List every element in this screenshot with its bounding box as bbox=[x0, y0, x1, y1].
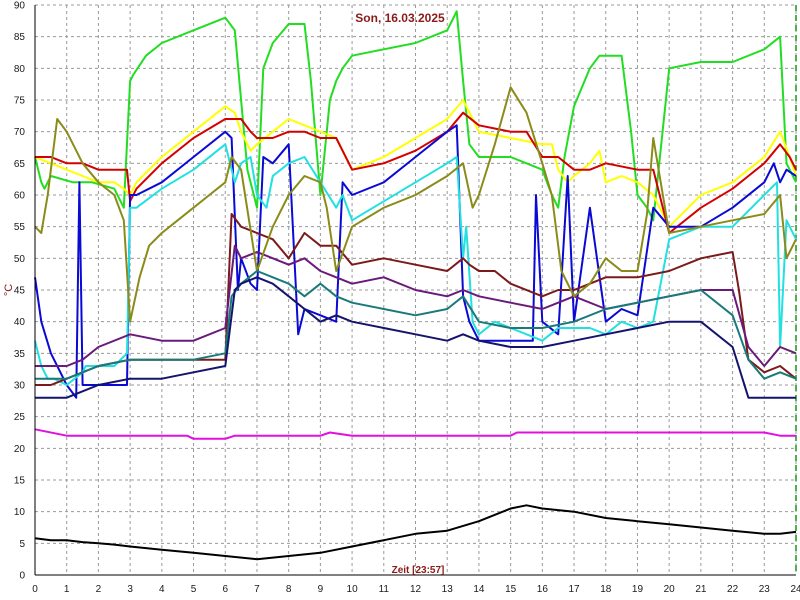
y-tick-labels: 0 5 10 15 20 25 30 35 40 45 50 55 60 65 70 75 80 85 90 bbox=[14, 1, 26, 582]
x-tick-label: 24 bbox=[790, 584, 800, 595]
chart-title: Son, 16.03.2025 bbox=[355, 11, 445, 25]
y-tick-label: 60 bbox=[14, 191, 26, 202]
x-tick-label: 11 bbox=[379, 584, 390, 595]
y-tick-label: 75 bbox=[14, 96, 26, 107]
x-tick-label: 1 bbox=[64, 584, 70, 595]
series-lines bbox=[34, 10, 797, 561]
x-tick-label: 0 bbox=[32, 584, 38, 595]
series-line-2 bbox=[34, 99, 797, 228]
y-tick-label: 85 bbox=[14, 32, 26, 43]
y-tick-label: 90 bbox=[14, 1, 26, 12]
series-line-11 bbox=[34, 428, 796, 440]
y-tick-label: 65 bbox=[14, 159, 26, 170]
x-tick-label: 15 bbox=[505, 584, 517, 595]
series-line-10 bbox=[35, 276, 796, 399]
y-tick-label: 55 bbox=[14, 222, 26, 233]
y-tick-label: 45 bbox=[14, 286, 26, 297]
series-line-1 bbox=[34, 10, 797, 222]
y-tick-label: 15 bbox=[14, 476, 26, 487]
x-tick-label: 23 bbox=[759, 584, 771, 595]
series-line-9 bbox=[35, 270, 797, 380]
y-tick-label: 30 bbox=[14, 381, 26, 392]
y-tick-label: 20 bbox=[14, 444, 26, 455]
x-tick-labels: 0 1 2 3 4 5 6 7 8 9 10 11 12 13 14 15 16 17 18 19 20 21 22 23 24 bbox=[32, 584, 800, 595]
x-tick-label: 21 bbox=[695, 584, 707, 595]
y-tick-label: 80 bbox=[14, 64, 26, 75]
x-tick-label: 8 bbox=[286, 584, 292, 595]
y-tick-label: 40 bbox=[14, 317, 26, 328]
y-tick-label: 0 bbox=[19, 571, 25, 582]
x-tick-label: 5 bbox=[191, 584, 197, 595]
y-axis-label: °C bbox=[3, 284, 15, 296]
x-tick-label: 20 bbox=[664, 584, 676, 595]
x-tick-label: 6 bbox=[222, 584, 228, 595]
x-tick-label: 10 bbox=[347, 584, 359, 595]
x-tick-label: 19 bbox=[632, 584, 644, 595]
x-tick-label: 3 bbox=[127, 584, 133, 595]
x-tick-label: 9 bbox=[318, 584, 324, 595]
x-tick-label: 12 bbox=[410, 584, 422, 595]
y-tick-label: 70 bbox=[14, 127, 26, 138]
x-axis-label: Zeit [23:57] bbox=[392, 565, 445, 576]
series-line-12 bbox=[34, 504, 797, 561]
x-tick-label: 13 bbox=[442, 584, 454, 595]
y-tick-label: 25 bbox=[14, 412, 26, 423]
series-line-8 bbox=[34, 86, 797, 323]
y-tick-label: 50 bbox=[14, 254, 26, 265]
x-tick-label: 4 bbox=[159, 584, 165, 595]
x-tick-label: 14 bbox=[473, 584, 485, 595]
x-tick-label: 16 bbox=[537, 584, 549, 595]
axes bbox=[34, 5, 796, 576]
x-tick-label: 18 bbox=[600, 584, 612, 595]
x-tick-label: 17 bbox=[568, 584, 580, 595]
x-tick-label: 22 bbox=[727, 584, 739, 595]
grid-lines bbox=[34, 4, 797, 576]
y-tick-label: 5 bbox=[19, 539, 25, 550]
x-tick-label: 7 bbox=[254, 584, 260, 595]
y-tick-label: 35 bbox=[14, 349, 26, 360]
x-tick-label: 2 bbox=[96, 584, 102, 595]
y-tick-label: 10 bbox=[14, 507, 26, 518]
